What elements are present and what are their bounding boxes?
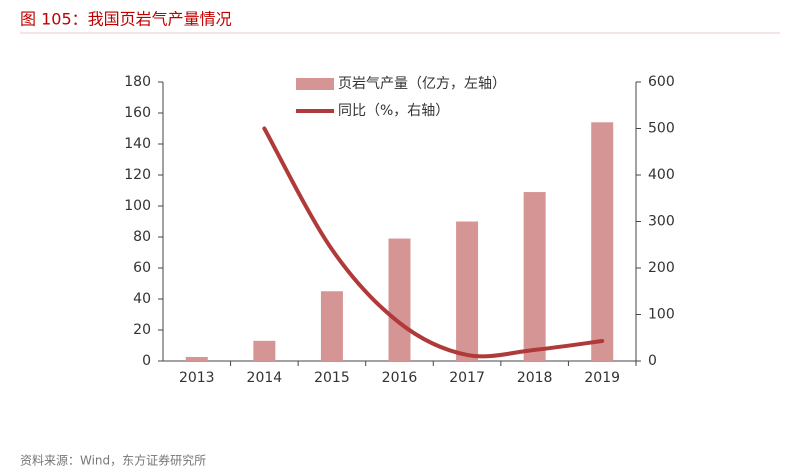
- y-tick-label: 80: [133, 229, 151, 245]
- y-tick-label: 20: [133, 322, 151, 338]
- y2-tick-label: 300: [648, 214, 675, 230]
- source: 资料来源：Wind，东方证券研究所: [20, 453, 206, 468]
- x-tick-label: 2018: [517, 370, 553, 386]
- bar: [523, 192, 546, 361]
- y-tick-label: 100: [124, 198, 151, 214]
- bar: [253, 340, 276, 361]
- y-tick-label: 60: [133, 260, 151, 276]
- y-tick-label: 40: [133, 291, 151, 307]
- legend-label: 页岩气产量（亿方，左轴）: [338, 76, 506, 92]
- legend-label: 同比（%，右轴）: [338, 103, 449, 119]
- x-tick-label: 2019: [584, 370, 620, 386]
- legend-swatch: [296, 78, 334, 90]
- y2-tick-label: 100: [648, 307, 675, 323]
- x-tick-label: 2014: [247, 370, 283, 386]
- x-tick-label: 2013: [179, 370, 215, 386]
- line: [262, 126, 605, 359]
- title: 图 105：我国页岩气产量情况: [20, 10, 232, 29]
- y2-tick-label: 400: [648, 167, 675, 183]
- bar: [591, 122, 614, 361]
- y-tick-label: 180: [124, 74, 151, 90]
- bar: [320, 291, 343, 361]
- y2-tick-label: 600: [648, 74, 675, 90]
- bar: [456, 221, 479, 361]
- bar: [388, 238, 411, 361]
- y2-tick-label: 200: [648, 260, 675, 276]
- x-tick-label: 2016: [382, 370, 418, 386]
- y-tick-label: 160: [124, 105, 151, 121]
- y-tick-label: 140: [124, 136, 151, 152]
- y2-tick-label: 0: [648, 353, 657, 369]
- y-tick-label: 0: [142, 353, 151, 369]
- y2-tick-label: 500: [648, 121, 675, 137]
- y-tick-label: 120: [124, 167, 151, 183]
- x-tick-label: 2015: [314, 370, 350, 386]
- bar: [185, 356, 208, 361]
- x-tick-label: 2017: [449, 370, 485, 386]
